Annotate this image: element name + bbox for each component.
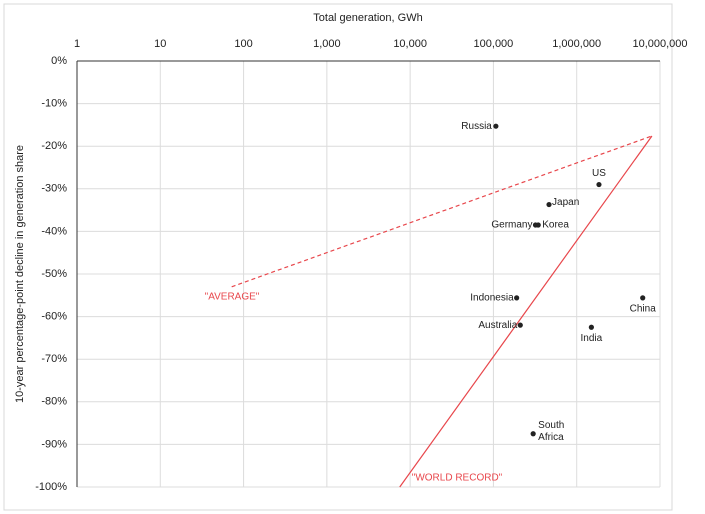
y-tick-label: 0% xyxy=(51,55,67,67)
point-label-box: South Africa xyxy=(538,419,565,443)
y-axis-label: 10-year percentage-point decline in gene… xyxy=(14,145,26,403)
y-tick-label: -40% xyxy=(41,225,67,237)
annotation: "AVERAGE" xyxy=(205,292,260,303)
x-axis-label: Total generation, GWh xyxy=(313,12,422,24)
data-point xyxy=(640,295,646,301)
x-tick-label: 100 xyxy=(234,38,252,50)
x-tick-label: 1,000,000 xyxy=(552,38,601,50)
data-point xyxy=(546,201,552,208)
point-label: Korea xyxy=(542,220,569,231)
point-label: India xyxy=(581,333,603,344)
point-label: Indonesia xyxy=(470,292,514,303)
y-tick-label: -30% xyxy=(41,183,67,195)
point-label: South Africa xyxy=(538,419,565,443)
point-label: US xyxy=(592,168,606,179)
data-point xyxy=(596,181,602,188)
point-label: Germany xyxy=(491,220,532,231)
annotation: "WORLD RECORD" xyxy=(412,473,503,484)
data-point xyxy=(535,222,541,228)
y-tick-label: -10% xyxy=(41,98,67,110)
x-tick-label: 10 xyxy=(154,38,166,50)
y-tick-label: -60% xyxy=(41,311,67,323)
x-tick-label: 1,000 xyxy=(313,38,341,50)
y-tick-label: -90% xyxy=(41,438,67,450)
y-tick-label: -100% xyxy=(35,481,67,493)
x-tick-label: 10,000 xyxy=(393,38,427,50)
y-tick-label: -50% xyxy=(41,268,67,280)
point-label: Australia xyxy=(478,320,517,331)
data-point xyxy=(493,123,499,129)
data-point xyxy=(517,322,523,328)
reference-line xyxy=(399,135,653,488)
chart-frame xyxy=(3,3,673,511)
point-label: China xyxy=(630,303,657,314)
data-point xyxy=(514,295,520,301)
point-label: Russia xyxy=(461,121,492,132)
reference-line xyxy=(231,135,653,288)
y-tick-label: -70% xyxy=(41,353,67,365)
data-point xyxy=(588,324,594,330)
x-tick-label: 100,000 xyxy=(474,38,514,50)
x-tick-label: 10,000,000 xyxy=(632,38,687,50)
y-tick-label: -20% xyxy=(41,140,67,152)
point-label: Japan xyxy=(552,197,579,208)
y-tick-label: -80% xyxy=(41,396,67,408)
x-tick-label: 1 xyxy=(74,38,80,50)
data-point xyxy=(530,431,536,437)
